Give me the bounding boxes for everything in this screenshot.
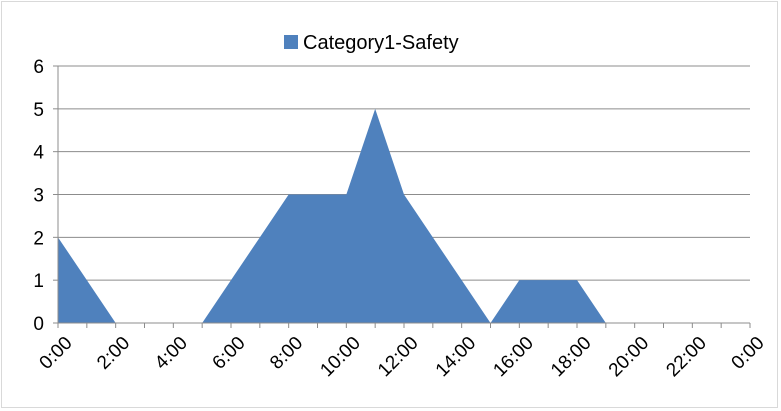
x-tick-label: 18:00 (547, 333, 595, 381)
x-tick-label: 12:00 (374, 333, 422, 381)
x-tick-label: 10:00 (316, 333, 364, 381)
legend-swatch (284, 35, 298, 49)
x-tick-label: 8:00 (266, 333, 307, 374)
y-tick-label: 3 (33, 186, 44, 207)
x-tick-label: 4:00 (151, 333, 192, 374)
area-series (58, 108, 750, 323)
legend-label: Category1-Safety (303, 32, 459, 54)
area-series-layer (58, 108, 750, 323)
x-tick-label: 0:00 (728, 333, 769, 374)
y-tick-label: 0 (33, 314, 44, 335)
y-tick-label: 2 (33, 228, 44, 249)
x-axis-tick-labels: 0:00 2:00 4:00 6:00 8:00 10:00 12:00 14:00 16:00… (36, 333, 769, 381)
y-tick-label: 6 (33, 57, 44, 78)
y-tick-label: 1 (33, 271, 44, 292)
x-tick-label: 6:00 (209, 333, 250, 374)
axes (53, 65, 751, 328)
legend: Category1-Safety (284, 32, 459, 54)
x-tick-label: 14:00 (432, 333, 480, 381)
x-tick-label: 16:00 (489, 333, 537, 381)
y-tick-label: 5 (33, 100, 44, 121)
x-tick-label: 0:00 (36, 333, 77, 374)
y-axis-tick-labels: 0 1 2 3 4 5 6 (33, 57, 44, 335)
x-tick-label: 2:00 (93, 333, 134, 374)
gridlines (58, 65, 750, 281)
x-tick-label: 20:00 (605, 333, 653, 381)
y-tick-label: 4 (33, 143, 44, 164)
x-tick-label: 22:00 (662, 333, 710, 381)
